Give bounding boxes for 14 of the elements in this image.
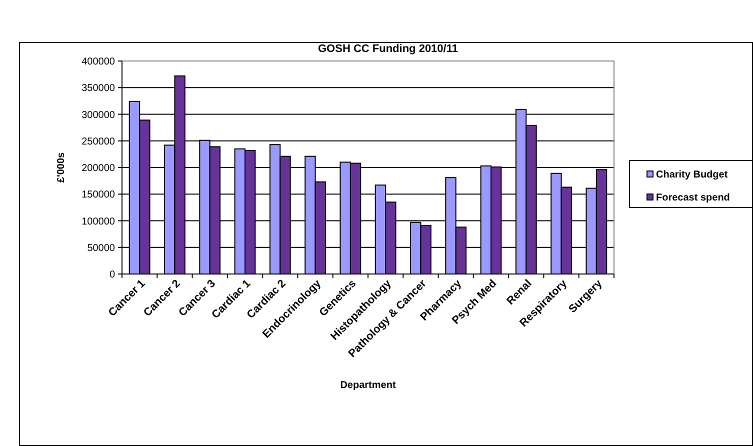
- legend-label: Charity Budget: [656, 170, 728, 180]
- x-axis-title: Department: [340, 380, 396, 391]
- y-axis-title: £'000s: [56, 152, 67, 183]
- y-tick-label: 400000: [82, 56, 116, 68]
- y-tick-label: 50000: [87, 242, 116, 254]
- y-tick-label: 300000: [82, 110, 116, 121]
- y-tick-label: 0: [109, 270, 116, 280]
- y-tick-label: 250000: [82, 136, 116, 148]
- chart-title: GOSH CC Funding 2010/11: [318, 43, 458, 55]
- y-tick-label: 350000: [82, 83, 116, 94]
- legend-label: Forecast spend: [656, 192, 730, 204]
- y-tick-label: 200000: [82, 163, 116, 174]
- y-tick-label: 150000: [82, 190, 116, 201]
- y-tick-label: 100000: [82, 216, 116, 228]
